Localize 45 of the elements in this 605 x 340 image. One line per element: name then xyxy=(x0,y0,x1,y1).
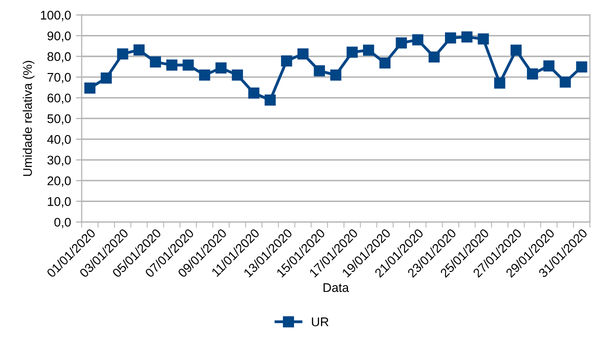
y-tick-label: 50,0 xyxy=(47,114,71,125)
point xyxy=(330,69,342,81)
point xyxy=(478,33,489,45)
point xyxy=(412,34,424,46)
y-tick-label: 40,0 xyxy=(47,134,71,146)
point xyxy=(510,44,522,56)
point xyxy=(444,32,456,44)
point xyxy=(100,72,112,84)
y-tick-label: 20,0 xyxy=(48,176,71,187)
point xyxy=(461,31,472,42)
point xyxy=(281,55,292,66)
point xyxy=(379,57,391,69)
point xyxy=(396,37,407,48)
x-axis-title: Data xyxy=(324,283,349,292)
y-tick-label: 90,0 xyxy=(48,31,71,42)
point xyxy=(248,87,260,99)
point xyxy=(117,48,128,60)
point xyxy=(560,76,571,88)
point xyxy=(543,60,554,72)
point xyxy=(297,48,309,60)
point xyxy=(428,51,440,63)
point xyxy=(166,60,178,71)
legend-label: UR xyxy=(312,318,328,326)
y-tick-label: 30,0 xyxy=(47,156,71,166)
y-axis-title: Umidade relativa (%) xyxy=(22,60,34,176)
point xyxy=(232,69,243,81)
point xyxy=(199,69,210,81)
point xyxy=(84,82,96,94)
point xyxy=(264,94,276,106)
point xyxy=(133,44,145,56)
point xyxy=(182,60,194,71)
y-tick-label: 10,0 xyxy=(48,197,71,208)
point xyxy=(150,56,161,68)
y-tick-label: 80,0 xyxy=(47,52,71,62)
point xyxy=(346,46,358,58)
point xyxy=(363,44,374,56)
point xyxy=(494,78,506,89)
point xyxy=(314,65,325,76)
y-tick-label: 100,0 xyxy=(40,10,71,22)
point xyxy=(526,68,538,80)
y-tick-label: 70,0 xyxy=(48,72,71,84)
point xyxy=(215,62,227,74)
y-tick-label: 0,0 xyxy=(54,218,71,228)
y-tick-label: 60,0 xyxy=(48,94,71,104)
point xyxy=(576,61,588,72)
